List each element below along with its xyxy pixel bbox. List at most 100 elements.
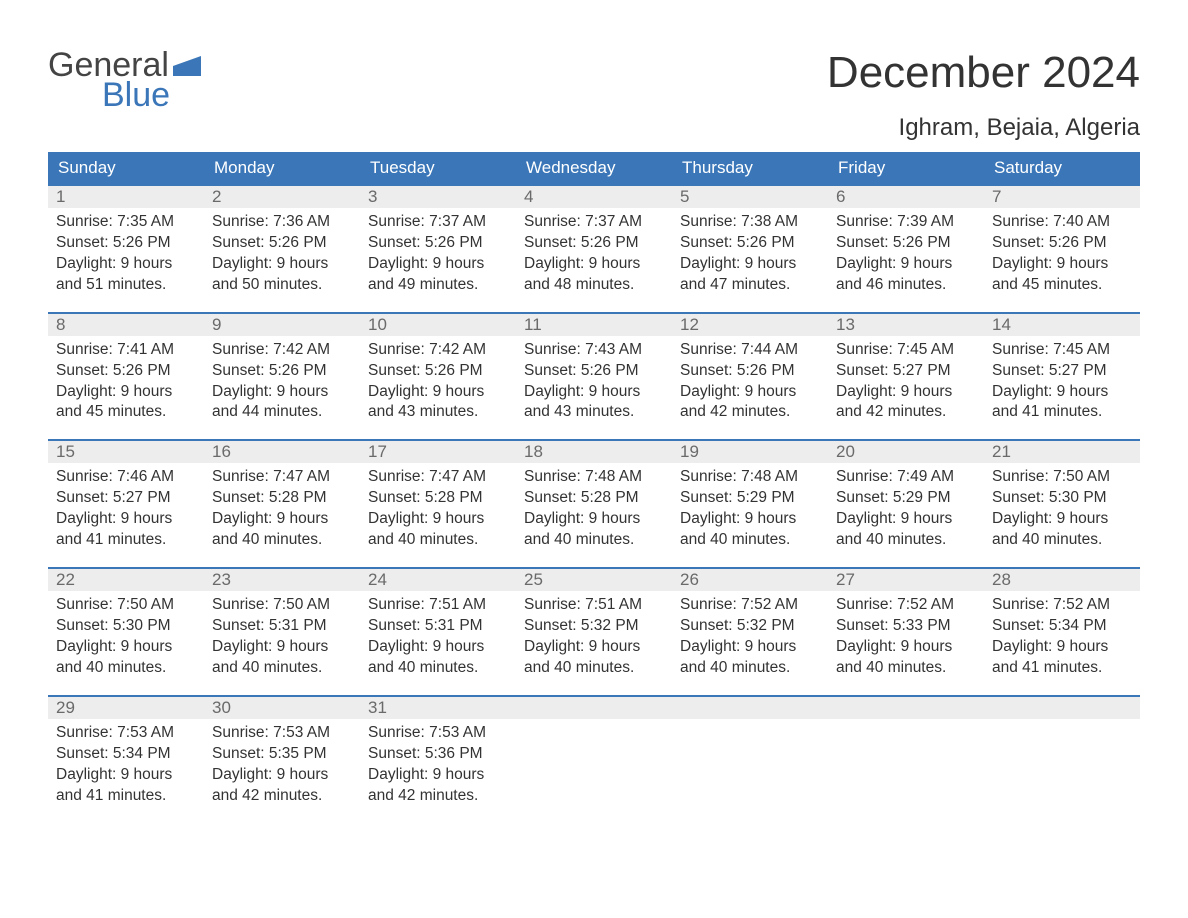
sunrise-line: Sunrise: 7:47 AM [212,467,352,488]
day-number: 12 [672,314,828,336]
day-cell: 24Sunrise: 7:51 AMSunset: 5:31 PMDayligh… [360,569,516,679]
daylight-line: Daylight: 9 hours and 42 minutes. [836,382,976,424]
daylight-line: Daylight: 9 hours and 43 minutes. [368,382,508,424]
day-body: Sunrise: 7:52 AMSunset: 5:33 PMDaylight:… [828,591,984,679]
day-number: 18 [516,441,672,463]
sunset-line: Sunset: 5:26 PM [212,361,352,382]
daylight-line: Daylight: 9 hours and 40 minutes. [680,509,820,551]
day-body [984,719,1140,799]
sunset-line: Sunset: 5:26 PM [56,361,196,382]
day-body [672,719,828,799]
day-body: Sunrise: 7:45 AMSunset: 5:27 PMDaylight:… [984,336,1140,424]
sunset-line: Sunset: 5:30 PM [992,488,1132,509]
title-block: December 2024 Ighram, Bejaia, Algeria [827,48,1140,142]
sunset-line: Sunset: 5:26 PM [368,361,508,382]
dow-cell: Tuesday [360,152,516,184]
day-body: Sunrise: 7:51 AMSunset: 5:32 PMDaylight:… [516,591,672,679]
day-body: Sunrise: 7:47 AMSunset: 5:28 PMDaylight:… [360,463,516,551]
day-body: Sunrise: 7:36 AMSunset: 5:26 PMDaylight:… [204,208,360,296]
week-row: 1Sunrise: 7:35 AMSunset: 5:26 PMDaylight… [48,184,1140,296]
day-body: Sunrise: 7:43 AMSunset: 5:26 PMDaylight:… [516,336,672,424]
day-number: 20 [828,441,984,463]
day-cell: 11Sunrise: 7:43 AMSunset: 5:26 PMDayligh… [516,314,672,424]
dow-cell: Wednesday [516,152,672,184]
daylight-line: Daylight: 9 hours and 40 minutes. [56,637,196,679]
day-number: 17 [360,441,516,463]
sunset-line: Sunset: 5:27 PM [56,488,196,509]
daylight-line: Daylight: 9 hours and 42 minutes. [680,382,820,424]
day-body: Sunrise: 7:46 AMSunset: 5:27 PMDaylight:… [48,463,204,551]
daylight-line: Daylight: 9 hours and 49 minutes. [368,254,508,296]
sunrise-line: Sunrise: 7:50 AM [56,595,196,616]
day-cell: 10 Sunrise: 7:42 AMSunset: 5:26 PMDayligh… [360,314,516,424]
day-cell: 19Sunrise: 7:48 AMSunset: 5:29 PMDayligh… [672,441,828,551]
day-body: Sunrise: 7:50 AMSunset: 5:30 PMDaylight:… [984,463,1140,551]
dow-cell: Sunday [48,152,204,184]
day-body: Sunrise: 7:40 AMSunset: 5:26 PMDaylight:… [984,208,1140,296]
daylight-line: Daylight: 9 hours and 40 minutes. [992,509,1132,551]
day-number: 16 [204,441,360,463]
day-number: 1 [48,186,204,208]
day-number: 4 [516,186,672,208]
day-body: Sunrise: 7:52 AMSunset: 5:34 PMDaylight:… [984,591,1140,679]
day-cell [984,697,1140,807]
dow-row: SundayMondayTuesdayWednesdayThursdayFrid… [48,152,1140,184]
day-body: Sunrise: 7:52 AMSunset: 5:32 PMDaylight:… [672,591,828,679]
logo-word-2: Blue [102,78,201,112]
flag-icon [173,48,201,68]
day-cell: 15Sunrise: 7:46 AMSunset: 5:27 PMDayligh… [48,441,204,551]
day-number: 21 [984,441,1140,463]
day-body: Sunrise: 7:44 AMSunset: 5:26 PMDaylight:… [672,336,828,424]
sunrise-line: Sunrise: 7:41 AM [56,340,196,361]
sunset-line: Sunset: 5:33 PM [836,616,976,637]
day-cell: 16Sunrise: 7:47 AMSunset: 5:28 PMDayligh… [204,441,360,551]
sunrise-line: Sunrise: 7:36 AM [212,212,352,233]
day-cell: 3Sunrise: 7:37 AMSunset: 5:26 PMDaylight… [360,186,516,296]
sunset-line: Sunset: 5:31 PM [212,616,352,637]
sunrise-line: Sunrise: 7:38 AM [680,212,820,233]
sunrise-line: Sunrise: 7:51 AM [524,595,664,616]
day-number: 3 [360,186,516,208]
daylight-line: Daylight: 9 hours and 42 minutes. [212,765,352,807]
sunset-line: Sunset: 5:34 PM [56,744,196,765]
sunset-line: Sunset: 5:26 PM [212,233,352,254]
day-cell [672,697,828,807]
day-cell: 17Sunrise: 7:47 AMSunset: 5:28 PMDayligh… [360,441,516,551]
daylight-line: Daylight: 9 hours and 51 minutes. [56,254,196,296]
day-cell: 20Sunrise: 7:49 AMSunset: 5:29 PMDayligh… [828,441,984,551]
sunrise-line: Sunrise: 7:40 AM [992,212,1132,233]
day-body: Sunrise: 7:35 AMSunset: 5:26 PMDaylight:… [48,208,204,296]
day-number [672,697,828,719]
daylight-line: Daylight: 9 hours and 50 minutes. [212,254,352,296]
sunset-line: Sunset: 5:34 PM [992,616,1132,637]
day-body: Sunrise: 7:53 AMSunset: 5:35 PMDaylight:… [204,719,360,807]
day-cell: 31Sunrise: 7:53 AMSunset: 5:36 PMDayligh… [360,697,516,807]
sunrise-line: Sunrise: 7:46 AM [56,467,196,488]
month-title: December 2024 [827,48,1140,98]
sunrise-line: Sunrise: 7:44 AM [680,340,820,361]
sunrise-line: Sunrise: 7:42 AM [368,340,508,361]
day-body: Sunrise: 7:48 AMSunset: 5:29 PMDaylight:… [672,463,828,551]
daylight-line: Daylight: 9 hours and 48 minutes. [524,254,664,296]
daylight-line: Daylight: 9 hours and 40 minutes. [368,637,508,679]
dow-cell: Thursday [672,152,828,184]
day-number: 10 [360,314,516,336]
daylight-line: Daylight: 9 hours and 46 minutes. [836,254,976,296]
sunrise-line: Sunrise: 7:37 AM [368,212,508,233]
day-body: Sunrise: 7:53 AMSunset: 5:34 PMDaylight:… [48,719,204,807]
sunrise-line: Sunrise: 7:52 AM [680,595,820,616]
day-number: 6 [828,186,984,208]
day-body [516,719,672,799]
day-cell: 26Sunrise: 7:52 AMSunset: 5:32 PMDayligh… [672,569,828,679]
day-number: 24 [360,569,516,591]
sunrise-line: Sunrise: 7:35 AM [56,212,196,233]
day-cell: 21Sunrise: 7:50 AMSunset: 5:30 PMDayligh… [984,441,1140,551]
sunrise-line: Sunrise: 7:53 AM [212,723,352,744]
day-number: 27 [828,569,984,591]
day-cell: 1Sunrise: 7:35 AMSunset: 5:26 PMDaylight… [48,186,204,296]
dow-cell: Saturday [984,152,1140,184]
daylight-line: Daylight: 9 hours and 40 minutes. [524,637,664,679]
sunset-line: Sunset: 5:32 PM [680,616,820,637]
sunrise-line: Sunrise: 7:45 AM [992,340,1132,361]
dow-cell: Monday [204,152,360,184]
